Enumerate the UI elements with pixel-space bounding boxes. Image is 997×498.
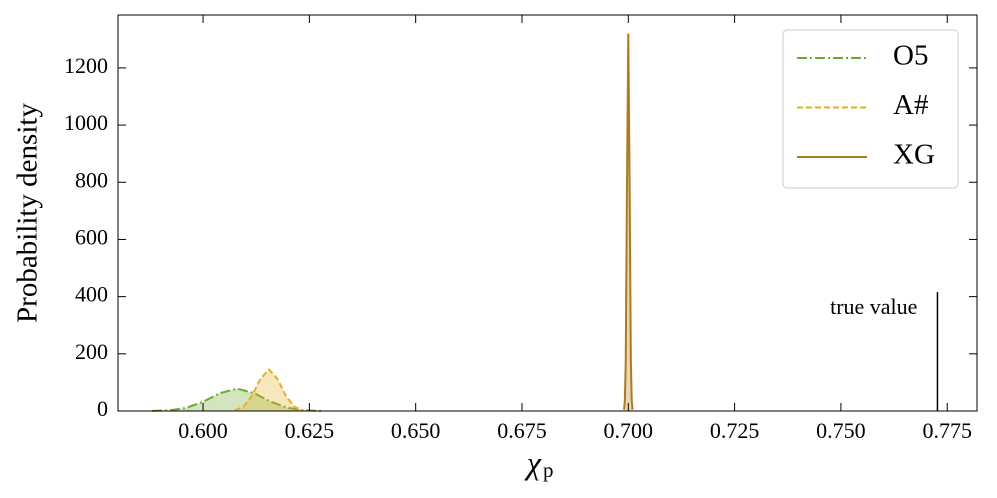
line <box>151 387 323 412</box>
y-tick-label: 1000 <box>64 110 108 135</box>
legend-label: A# <box>893 89 928 121</box>
x-tick-label: 0.675 <box>497 418 547 443</box>
area <box>234 369 303 411</box>
x-tick-label: 0.700 <box>604 418 654 443</box>
legend-box <box>782 29 959 189</box>
x-tick-label: 0.750 <box>816 418 866 443</box>
y-tick-label: 1200 <box>64 53 108 78</box>
x-tick-label: 0.625 <box>285 418 335 443</box>
annotation: true value <box>830 294 917 319</box>
legend-label: O5 <box>893 40 928 72</box>
plot-frame <box>117 14 978 412</box>
x-tick-label: 0.775 <box>922 418 972 443</box>
line <box>234 368 304 412</box>
y-tick-label: 0 <box>97 396 108 421</box>
y-tick-label: 600 <box>75 224 108 249</box>
line <box>623 33 634 410</box>
x-tick-label: 0.600 <box>178 418 228 443</box>
x-tick-label: 0.650 <box>391 418 441 443</box>
legend-label: XG <box>893 139 935 171</box>
x-axis-label: χ <box>524 444 542 480</box>
y-tick-label: 400 <box>75 282 108 307</box>
x-tick-label: 0.725 <box>710 418 760 443</box>
y-tick-label: 800 <box>75 167 108 192</box>
x-axis-label-subscript: p <box>543 458 554 482</box>
y-axis-label: Probability density <box>12 103 44 323</box>
y-tick-label: 200 <box>75 339 108 364</box>
